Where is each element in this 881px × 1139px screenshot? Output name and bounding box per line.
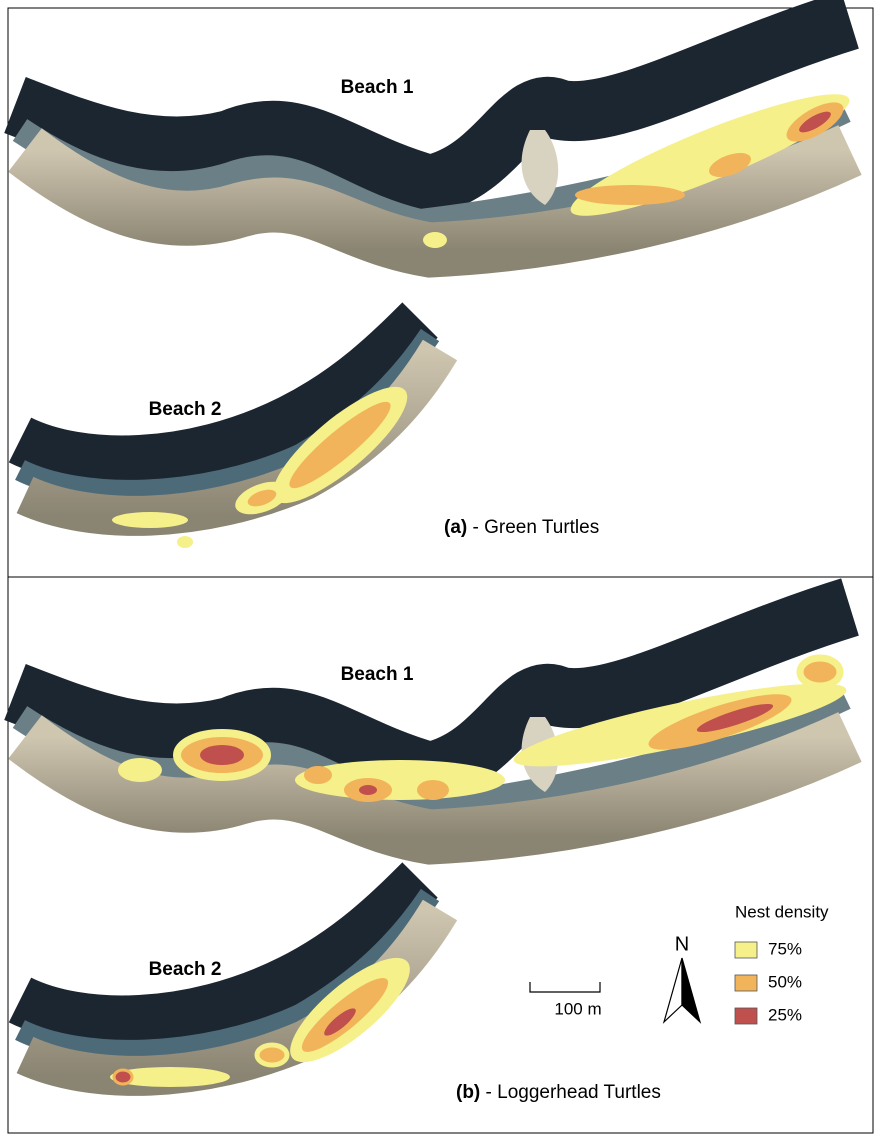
density-contours [110, 654, 847, 1087]
panel-title: - Loggerhead Turtles [480, 1082, 661, 1103]
legend-swatch [734, 974, 758, 992]
legend-swatch [734, 941, 758, 959]
panel-label: (a) [444, 517, 467, 538]
north-label: N [675, 933, 689, 955]
legend-label: 75% [768, 939, 802, 958]
beach-label: Beach 1 [341, 664, 414, 685]
north-arrow: N [662, 933, 702, 1024]
beach-label: Beach 2 [149, 399, 222, 420]
legend-label: 25% [768, 1005, 802, 1024]
scale-label: 100 m [554, 999, 601, 1018]
beach-label: Beach 1 [341, 77, 414, 98]
panel-caption: (a) - Green Turtles [444, 517, 599, 538]
panel-caption: (b) - Loggerhead Turtles [456, 1082, 661, 1103]
legend: Nest density 75% 50% 25% [734, 902, 829, 1025]
beach-label: Beach 2 [149, 959, 222, 980]
scale-bar: 100 m [529, 982, 602, 1018]
density-contours [112, 94, 850, 548]
panel-a: Beach 1 Beach 2 (a) - Green Turtles [8, 8, 873, 578]
panel-b: Beach 1 Beach 2 (b) - Loggerhead Turtles… [8, 576, 873, 1134]
panel-title: - Green Turtles [467, 517, 599, 538]
legend-title: Nest density [735, 902, 829, 921]
legend-swatch [734, 1007, 758, 1025]
legend-label: 50% [768, 972, 802, 991]
panel-label: (b) [456, 1082, 480, 1103]
